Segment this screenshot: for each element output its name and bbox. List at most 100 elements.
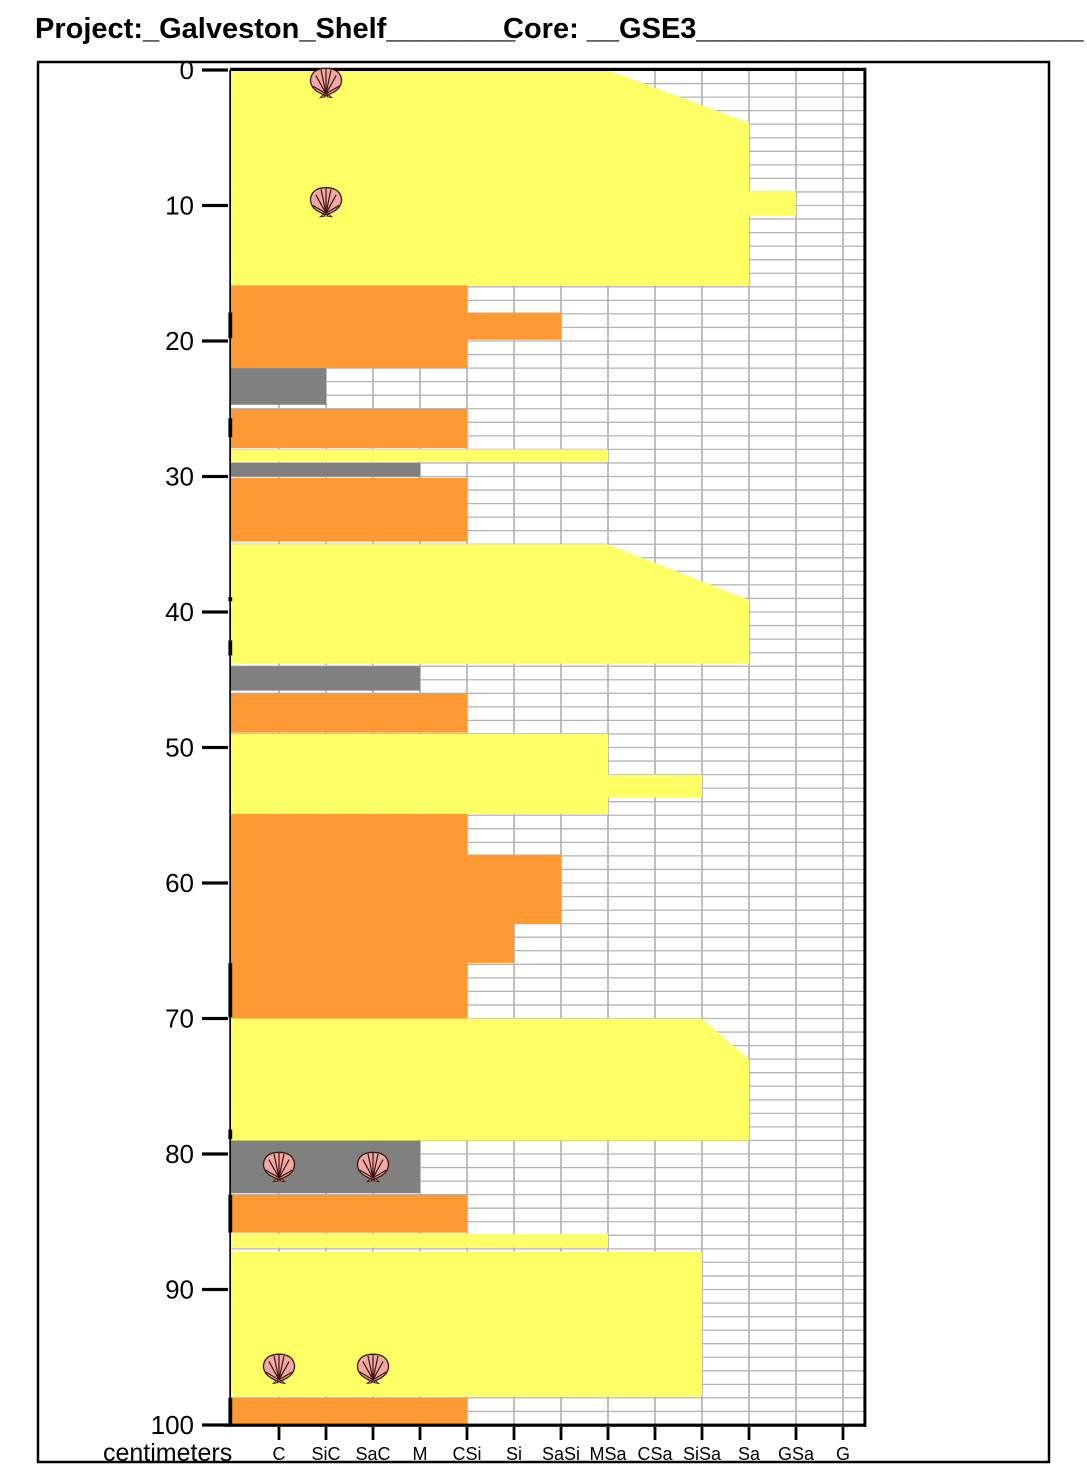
core-title: Core: __GSE3________________________ — [503, 13, 1084, 45]
shell-ridge — [278, 1153, 285, 1178]
lithology-unit-muddy_sand — [230, 1194, 467, 1233]
grain-size-tick-label: M — [413, 1444, 428, 1464]
shell-ear — [271, 1379, 279, 1385]
shell-ridge — [265, 1371, 280, 1381]
shell-ridge — [273, 1355, 280, 1380]
shell-ridge — [315, 194, 327, 214]
grain-size-tick — [465, 1427, 469, 1440]
grain-size-tick-label: CSi — [452, 1444, 481, 1464]
depth-axis-tick — [202, 339, 228, 343]
project-title: Project:_Galveston_Shelf________ — [35, 13, 516, 45]
shell-ridge — [372, 1371, 387, 1381]
depth-axis-tick — [202, 203, 228, 208]
shell-icon — [356, 1353, 390, 1385]
depth-axis-tick — [202, 1152, 228, 1156]
lithology-unit-sand — [230, 1251, 702, 1397]
grain-size-tick-label: SaSi — [542, 1444, 580, 1464]
shell-ridge — [278, 1371, 293, 1381]
grain-size-tick-label: G — [836, 1444, 850, 1464]
depth-axis-tick — [202, 1287, 228, 1292]
lithology-unit-mud — [230, 1140, 420, 1194]
shell-ear — [365, 1379, 373, 1385]
shell-ridge — [325, 189, 332, 214]
grain-size-tick — [747, 1427, 751, 1440]
depth-axis-unit-label: centimeters — [103, 1439, 232, 1467]
lithology-unit-muddy_sand — [230, 285, 561, 369]
depth-tick-label: 100 — [151, 1410, 194, 1440]
shell-ridge — [265, 1169, 280, 1179]
lithology-unit-sand — [230, 1233, 608, 1248]
depth-axis-tick — [202, 745, 228, 750]
grain-size-tick-label: GSa — [778, 1444, 815, 1464]
lithology-unit-sand — [230, 70, 796, 286]
shell-ridge — [325, 85, 340, 95]
shell-ridge — [325, 75, 337, 95]
plot-left-spine — [229, 70, 231, 1425]
shell-markers — [262, 67, 390, 1385]
lithology-unit-muddy_sand — [230, 408, 467, 448]
shell-ridge — [362, 1159, 374, 1179]
grain-size-tick-label: MSa — [589, 1444, 627, 1464]
depth-tick-label: 30 — [165, 462, 194, 492]
shell-ridge — [372, 1153, 379, 1178]
shell-ridge — [367, 1355, 374, 1380]
shell-icon — [309, 67, 343, 99]
grain-size-tick — [418, 1427, 422, 1440]
shell-ridge — [372, 1169, 387, 1179]
depth-tick-label: 10 — [165, 191, 194, 221]
grain-size-tick-label: C — [273, 1444, 286, 1464]
depth-axis-tick — [202, 474, 228, 479]
shell-icon — [356, 1151, 390, 1183]
lithology-unit-sand — [230, 1018, 749, 1141]
lithology-unit-muddy_sand — [230, 813, 561, 1019]
depth-tick-label: 0 — [180, 55, 194, 85]
depth-tick-label: 40 — [165, 597, 194, 627]
shell-ridge — [278, 1355, 285, 1380]
shell-ridge — [278, 1159, 290, 1179]
grain-size-tick — [559, 1427, 563, 1440]
shell-ear — [279, 1177, 287, 1183]
lithology-unit-muddy_sand — [230, 477, 467, 542]
shell-ridge — [320, 69, 327, 94]
grain-size-tick — [606, 1427, 610, 1440]
grain-size-tick — [277, 1427, 281, 1440]
shell-ridge — [372, 1159, 384, 1179]
lithology-unit-mud — [230, 463, 420, 477]
lithology-unit-mud — [230, 666, 420, 691]
lithology-unit-sand — [230, 734, 702, 814]
shell-ear — [326, 213, 334, 218]
figure-frame — [36, 60, 1051, 1464]
depth-tick-label: 80 — [165, 1139, 194, 1169]
lithology-units — [230, 70, 796, 1424]
shell-ridge — [325, 69, 332, 94]
shell-ear — [279, 1379, 287, 1385]
lithology-unit-muddy_sand — [230, 1397, 467, 1424]
grain-size-tick — [512, 1427, 516, 1440]
grain-size-tick — [371, 1427, 375, 1440]
shell-ear — [326, 93, 334, 99]
grain-size-tick — [841, 1427, 845, 1440]
x-axis-line — [225, 1423, 866, 1427]
shell-ear — [373, 1379, 381, 1385]
depth-axis-tick — [202, 610, 228, 614]
shell-ear — [318, 213, 326, 218]
shell-ear — [318, 93, 326, 99]
shell-ridge — [359, 1371, 374, 1381]
grain-size-tick-label: CSa — [637, 1444, 673, 1464]
lithology-unit-muddy_sand — [230, 693, 467, 733]
plot-top-border — [230, 67, 866, 71]
shell-ridge — [320, 189, 327, 214]
shell-icon — [309, 186, 343, 218]
shell-ridge — [278, 1169, 293, 1179]
shell-ridge — [268, 1361, 280, 1380]
shell-ridge — [312, 85, 327, 95]
depth-tick-label: 60 — [165, 868, 194, 898]
shell-ridge — [325, 204, 340, 214]
shell-ear — [365, 1177, 373, 1183]
grain-size-tick — [653, 1427, 657, 1440]
shell-ridge — [315, 75, 327, 95]
grain-size-axis: C SiC SaC M CSi Si SaSi MSa CSa SiSa Sa GSa G — [273, 1427, 850, 1464]
